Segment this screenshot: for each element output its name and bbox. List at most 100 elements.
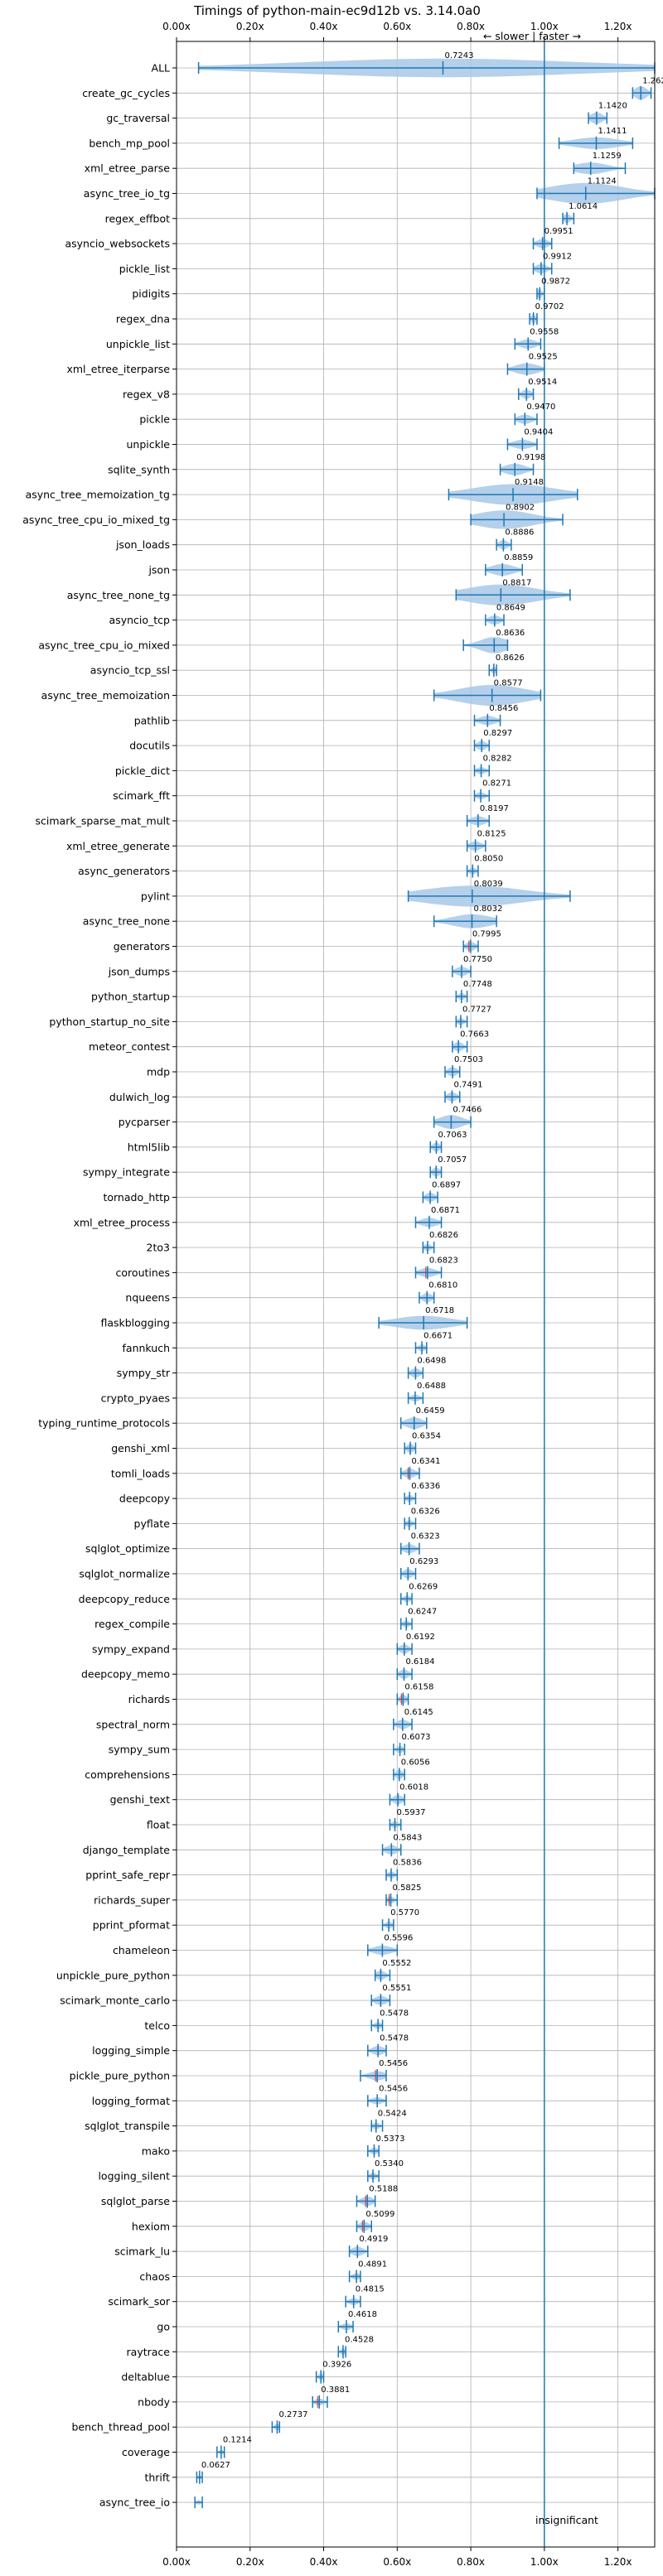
value-label: 1.1259 [593,152,622,161]
category-label: python_startup_no_site [49,1015,170,1028]
x-tick-label-bottom: 0.00x [162,2556,191,2568]
category-label: thrift [144,2471,170,2483]
value-label: 0.6184 [405,1657,434,1667]
value-label: 0.7750 [463,955,492,964]
x-tick-label-top: 1.20x [604,21,632,32]
category-label: tomli_loads [111,1467,170,1479]
category-label: pidigits [132,287,170,300]
value-label: 0.8032 [473,904,502,914]
category-label: fannkuch [123,1342,170,1354]
x-tick-label-bottom: 0.80x [457,2556,485,2568]
value-label: 0.3881 [321,2385,350,2395]
category-label: async_tree_io_tg [84,187,170,200]
category-label: regex_compile [94,1618,170,1630]
value-label: 0.5340 [375,2159,404,2168]
value-label: 0.8039 [474,880,503,889]
category-label: coroutines [116,1266,170,1279]
category-label: hexiom [132,2220,170,2232]
category-label: scimark_sparse_mat_mult [36,815,171,827]
value-label: 0.7057 [438,1155,467,1165]
value-label: 0.7663 [460,1030,489,1040]
value-label: 0.8125 [477,829,506,838]
value-label: 0.6073 [402,1733,431,1742]
value-label: 0.8886 [505,528,534,538]
x-tick-label-top: 0.00x [162,21,191,32]
value-label: 0.8577 [494,679,523,688]
x-tick-label-bottom: 1.20x [604,2556,632,2568]
value-label: 0.9470 [526,403,555,412]
value-label: 0.6323 [411,1532,440,1541]
category-label: float [147,1819,170,1831]
value-label: 0.8456 [489,704,518,713]
category-label: scimark_fft [113,789,170,802]
value-label: 0.6488 [417,1382,446,1391]
value-label: 0.8859 [504,553,533,562]
x-tick-label-top: 0.80x [457,21,485,32]
category-label: scimark_monte_carlo [60,1995,170,2007]
value-label: 0.5478 [380,2009,409,2018]
x-tick-label-bottom: 1.00x [530,2556,559,2568]
value-label: 0.1214 [223,2436,252,2445]
value-label: 0.6354 [412,1432,441,1441]
value-label: 0.4891 [358,2260,387,2269]
category-label: deepcopy_memo [81,1668,170,1681]
violins [194,58,656,2509]
x-tick-label-top: 0.20x [236,21,264,32]
value-label: 0.3926 [322,2361,351,2370]
category-label: html5lib [128,1141,170,1153]
value-label: 0.5770 [390,1908,419,1918]
category-label: pathlib [134,714,170,726]
value-label: 0.6247 [408,1608,437,1617]
grid-lines [176,41,655,2547]
value-label: 0.8297 [483,729,512,738]
category-label: regex_v8 [123,388,170,400]
value-label: 0.5099 [365,2210,394,2219]
value-label: 0.6498 [417,1357,446,1366]
value-label: 0.8282 [483,754,512,763]
value-label: 0.8636 [496,629,525,638]
value-label: 0.5596 [384,1934,413,1943]
value-label: 0.4528 [345,2335,374,2344]
category-label: deltablue [121,2371,170,2383]
value-label: 0.8902 [506,503,535,512]
value-label: 0.5836 [393,1859,422,1868]
value-label: 0.5373 [375,2135,404,2144]
value-label: 1.0614 [569,202,598,211]
x-tick-label-bottom: 0.40x [310,2556,338,2568]
category-label: mdp [147,1066,170,1078]
value-label: 0.5825 [393,1884,422,1893]
chart-title: Timings of python-main-ec9d12b vs. 3.14.… [193,3,481,18]
value-label: 0.6326 [411,1507,440,1516]
value-label: 0.6192 [406,1633,435,1642]
category-label: dulwich_log [109,1091,170,1103]
value-label: 0.6145 [404,1708,433,1717]
category-label: sympy_sum [109,1744,170,1756]
value-label: 0.6671 [423,1331,452,1340]
category-label: asyncio_tcp_ssl [90,664,170,677]
category-label: sqlglot_normalize [79,1568,170,1580]
value-label: 0.7748 [463,980,492,989]
category-label: richards [128,1693,170,1705]
category-label: generators [114,940,170,953]
category-label: chameleon [113,1944,170,1956]
value-label: 0.8626 [496,654,525,663]
category-label: richards_super [94,1893,171,1906]
category-label: docutils [129,740,170,752]
category-label: gc_traversal [106,112,170,124]
value-label: 0.5552 [382,1959,411,1968]
category-label: 2to3 [147,1242,170,1254]
category-label: crypto_pyaes [101,1392,170,1404]
category-label: spectral_norm [96,1718,170,1730]
value-label: 0.7491 [453,1080,482,1089]
category-label: python_startup [91,991,170,1003]
category-label: async_tree_io [99,2496,170,2509]
value-label: 0.9148 [515,478,544,487]
category-label: pickle_pure_python [70,2070,170,2082]
category-label: bench_mp_pool [89,137,170,149]
value-label: 0.6459 [416,1406,445,1416]
category-label: raytrace [127,2346,171,2358]
value-label: 1.1124 [588,177,617,186]
value-label: 0.8271 [482,779,511,789]
value-label: 0.8649 [496,604,525,613]
category-label: xml_etree_process [74,1216,170,1228]
